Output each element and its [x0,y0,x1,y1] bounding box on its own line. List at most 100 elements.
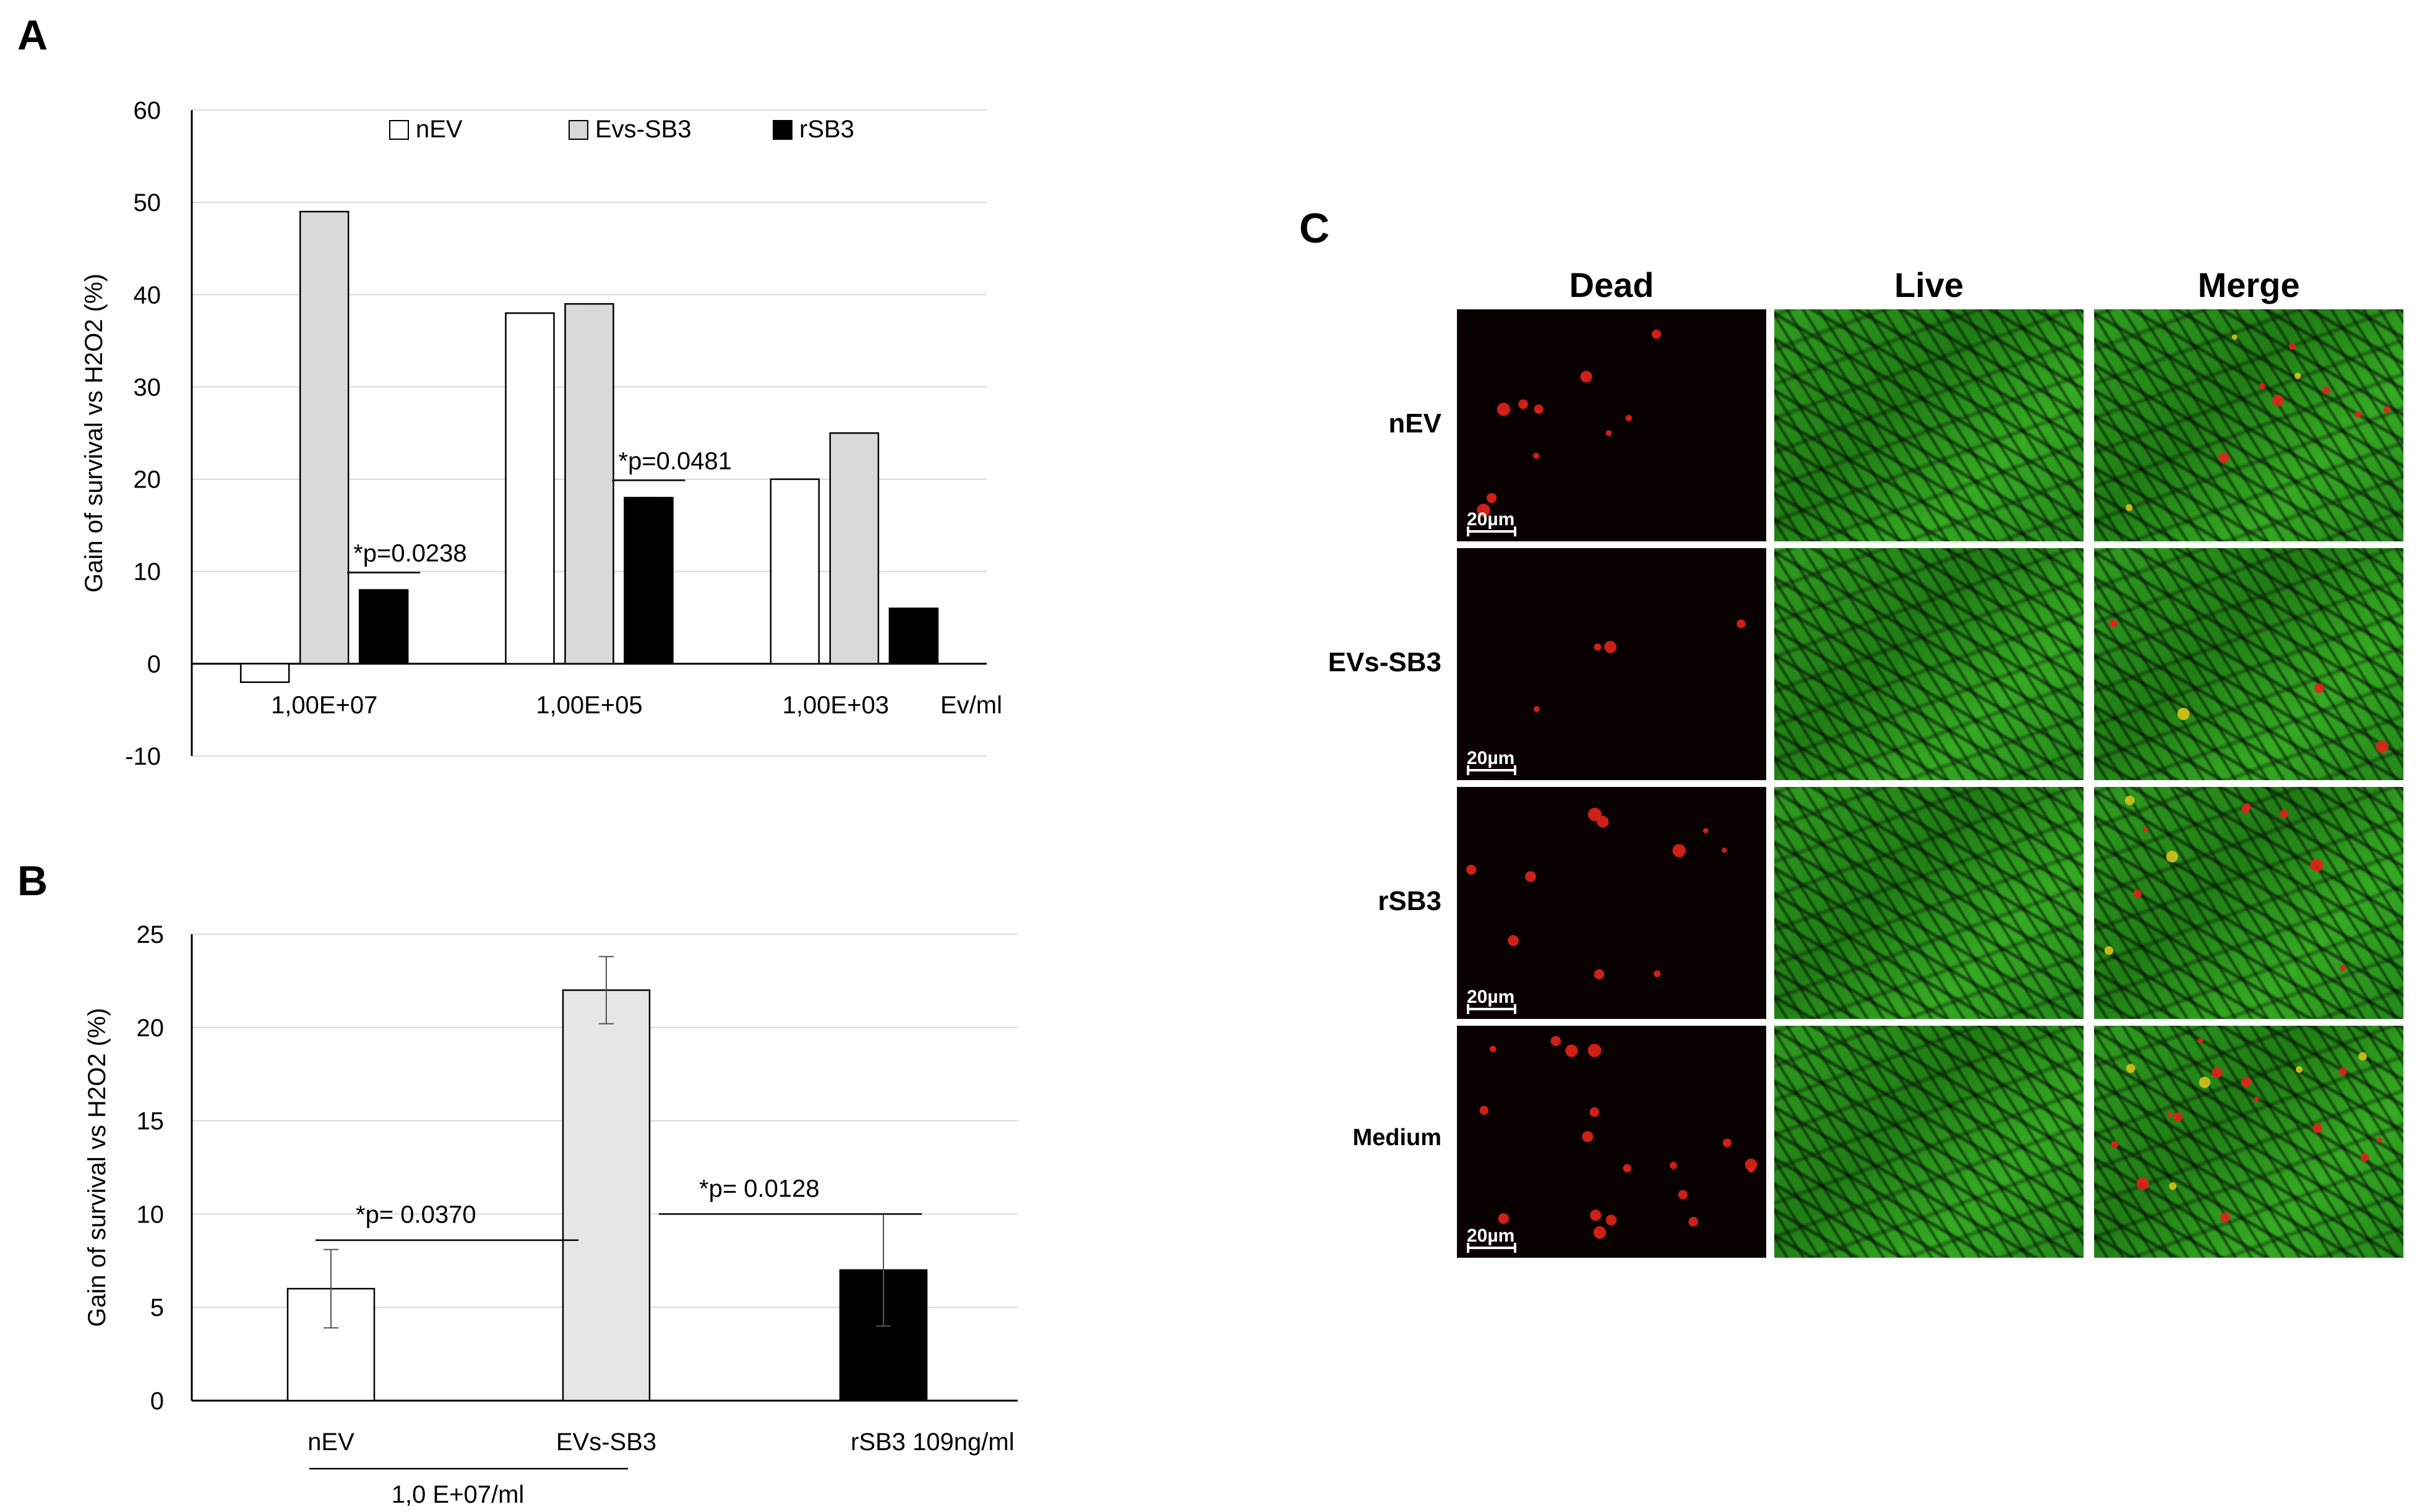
micrograph-merge-medium [2094,1026,2403,1258]
dead-cell-spot [1597,815,1609,828]
dead-cell-spot [1487,492,1497,504]
dead-cell-spot [2133,889,2142,898]
dead-cell-spot [2109,619,2118,628]
dead-cell-spot [1525,871,1536,882]
y-tick-label-a: 60 [134,97,161,124]
dead-cell-spot [1587,1044,1602,1057]
dead-cell-spot [2295,1066,2303,1073]
micrograph-dead-rsb3: 20µm [1457,787,1766,1019]
chart-b: 0 5 10 15 20 25 Gain of survival vs H2O2 (%) nE… [84,921,1018,1508]
dead-cell-spot [1498,1213,1509,1224]
scale-bar-label: 20µm [1467,1226,1515,1246]
chart-a: -10 0 10 20 30 40 50 60 Gain of survival vs H2O2… [80,97,1002,770]
dead-cell-spot [1466,864,1477,875]
annotation-a: *p=0.0481 [619,447,732,475]
dead-cell-spot [1722,848,1727,853]
scale-bar: 20µm [1467,987,1516,1014]
dead-cell-spot [1550,1036,1561,1046]
dead-cell-spot [2173,1112,2183,1122]
dead-cell-spot [2199,1076,2210,1088]
dead-cell-spot [1623,1164,1632,1173]
dead-cell-spot [1508,935,1519,947]
dead-cell-spot [2254,1096,2259,1102]
micrograph-live-medium [1774,1026,2084,1258]
scale-bar: 20µm [1467,510,1516,536]
dead-cell-spot [2111,1141,2119,1149]
legend-label-a: nEV [416,116,463,143]
panel-label-a: A [17,12,48,59]
bar-a-nev [239,663,290,683]
dead-cell-spot [1590,1209,1602,1221]
dead-cell-spot [2358,1052,2367,1061]
x-tick-label-b: EVs-SB3 [556,1428,656,1456]
dead-cell-spot [1534,404,1544,414]
micrograph-live-evs-sb3 [1774,548,2084,780]
y-tick-label-b: 10 [137,1201,165,1228]
scale-bar-label: 20µm [1467,748,1515,768]
y-tick-label-b: 5 [150,1294,164,1321]
dead-cell-spot [2259,382,2265,390]
bar-a-rsb3 [888,608,939,665]
dead-cell-spot [2314,683,2324,694]
dead-cell-spot [2340,965,2347,972]
dead-cell-spot [1672,844,1686,857]
row-label-medium: Medium [1352,1125,1441,1151]
dead-cell-spot [2125,504,2133,512]
micrograph-merge-nev [2094,309,2403,541]
dead-cell-spot [1625,415,1633,422]
column-header-live: Live [1894,265,1964,304]
dead-cell-spot [2168,1182,2177,1190]
dead-cell-spot [1604,640,1617,653]
dead-cell-spot [1565,1044,1578,1057]
dead-cell-spot [2355,411,2362,418]
legend-label-a: rSB3 [799,116,854,143]
dead-cell-spot [1654,970,1661,977]
dead-cell-spot [2241,1076,2252,1088]
dead-cell-spot [2377,1137,2382,1143]
dead-cell-spot [2218,452,2230,463]
scale-bar: 20µm [1467,748,1516,775]
dead-cell-spot [1518,399,1528,410]
dead-cell-spot [1479,1106,1489,1115]
y-axis-label-b: Gain of survival vs H2O2 (%) [84,1008,111,1327]
dead-cell-spot [2376,740,2389,753]
dead-cell-spot [2272,395,2284,406]
y-tick-label-a: 30 [134,374,161,401]
dead-cell-spot [1497,402,1511,416]
dead-cell-spot [2220,1213,2230,1223]
panel-label-c: C [1299,205,1330,252]
dead-cell-spot [1533,706,1540,713]
y-tick-label-b: 25 [137,921,165,948]
dead-cell-spot [2104,946,2114,955]
dead-cell-spot [1589,1107,1599,1117]
dead-cell-spot [1748,1166,1754,1173]
scale-bar-line [1467,1243,1516,1253]
x-tick-label-b: rSB3 109ng/ml [851,1428,1015,1456]
dead-cell-spot [1587,807,1602,822]
dead-cell-spot [1669,1162,1677,1169]
y-tick-label-a: 40 [134,281,161,309]
row-label-rsb3: rSB3 [1378,886,1441,916]
dead-cell-spot [1477,504,1490,517]
x-tick-label-a: 1,00E+03 [783,692,889,719]
dead-cell-spot [1594,643,1602,651]
row-label-nev: nEV [1388,408,1441,439]
scale-bar: 20µm [1467,1226,1516,1253]
dead-cell-spot [2288,343,2296,350]
legend-swatch-a [569,120,588,140]
bar-a-rsb3 [358,589,409,665]
dead-cell-spot [1722,1138,1732,1148]
dead-cell-spot [2167,1112,2173,1117]
dead-cell-spot [2126,1063,2136,1073]
dead-cell-spot [2177,707,2190,721]
dead-cell-spot [1489,1046,1497,1052]
y-tick-label-a: 50 [134,189,161,217]
annotation-a: *p=0.0238 [353,540,467,567]
dead-cell-spot [2360,1153,2369,1162]
dead-cell-spot [1533,452,1540,459]
scale-bar-label: 20µm [1467,987,1515,1007]
dead-cell-spot [2241,805,2250,814]
panel-label-b: B [17,857,48,904]
y-tick-label-a: 0 [147,651,161,678]
dead-cell-spot [1703,828,1709,833]
